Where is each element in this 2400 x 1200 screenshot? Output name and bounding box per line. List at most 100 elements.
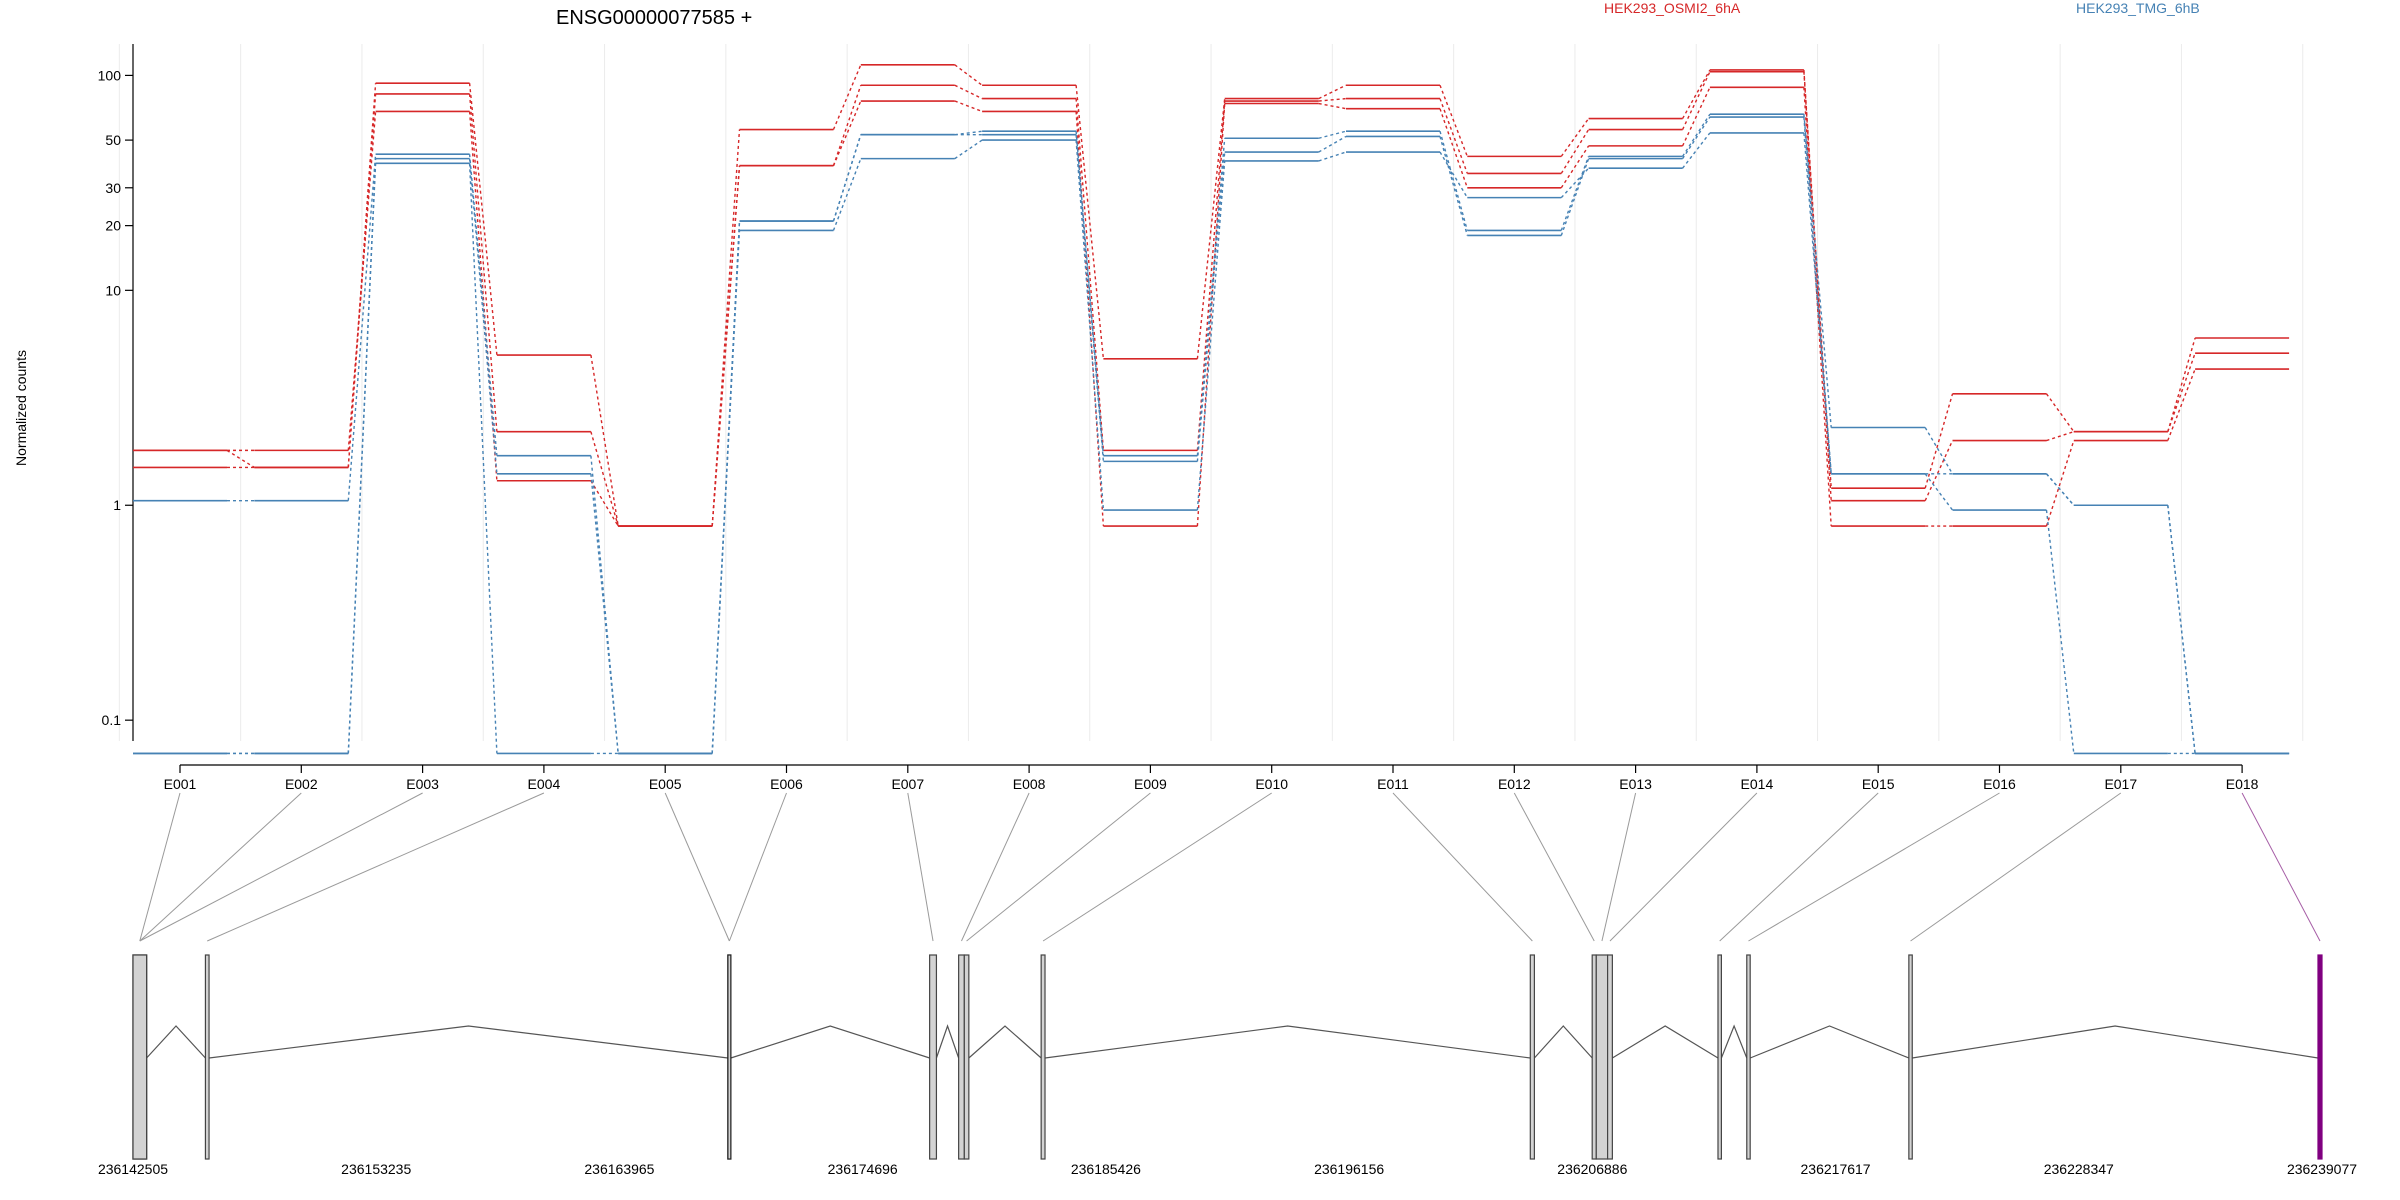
y-tick-label: 1 [113, 497, 121, 513]
series-connector [1560, 167, 1590, 199]
series-connector [1924, 440, 1954, 501]
series-connector [1318, 102, 1347, 110]
series-6 [133, 132, 2290, 755]
x-tick-label: E018 [2226, 776, 2259, 792]
series-layer [133, 64, 2290, 755]
series-connector [590, 354, 619, 527]
series-connector [1318, 97, 1347, 102]
series-connector [1560, 156, 1590, 231]
intron-line [1044, 1025, 1531, 1059]
exon-box [929, 954, 938, 1160]
exon-box [958, 954, 965, 1160]
exon-connector-line [1910, 792, 2122, 942]
series-connector [1924, 427, 1954, 475]
y-tick-label: 10 [105, 282, 121, 298]
series-connector [1924, 473, 1954, 511]
x-tick-label: E010 [1255, 776, 1288, 792]
exon-connector-line [1513, 792, 1595, 942]
exon-connector-line [961, 792, 1030, 942]
y-tick-label: 50 [105, 132, 121, 148]
x-tick-label: E005 [649, 776, 682, 792]
x-tick-label: E015 [1862, 776, 1895, 792]
intron-line [1720, 1024, 1748, 1059]
series-connector [468, 163, 498, 754]
series-connector [1560, 129, 1590, 174]
intron-line [1749, 1025, 1910, 1059]
legend-entry: HEK293_OSMI2_6hA [1604, 0, 1741, 16]
series-connector [1439, 136, 1468, 236]
x-tick-label: E009 [1134, 776, 1167, 792]
series-connector [832, 85, 862, 166]
exon-connector-line [1748, 792, 2000, 942]
chart-title: ENSG00000077585 + [556, 7, 752, 29]
series-connector [590, 480, 619, 527]
series-connector [1196, 151, 1226, 462]
series-connector [1196, 98, 1226, 359]
series-connector [2045, 440, 2075, 527]
series-connector [1075, 85, 1105, 359]
x-tick-label: E011 [1377, 776, 1409, 792]
series-connector [1560, 145, 1590, 189]
exon-box [1040, 954, 1046, 1160]
intron-line [1912, 1025, 2319, 1059]
legend-entry: HEK293_TMG_6hB [2076, 0, 2200, 16]
series-connector [468, 93, 498, 432]
series-connector [1318, 84, 1347, 100]
genomic-coordinate-label: 236153235 [341, 1161, 411, 1177]
series-connector [1560, 118, 1590, 157]
genomic-coordinate-label: 236142505 [98, 1161, 168, 1177]
exon-box [727, 954, 732, 1160]
series-connector [2045, 509, 2075, 754]
y-tick-label: 20 [105, 218, 121, 234]
gene-model-layer [132, 954, 2323, 1160]
x-tick-label: E013 [1619, 776, 1652, 792]
series-connector [2167, 337, 2196, 432]
series-connector [711, 165, 741, 527]
genomic-coordinate-label: 236228347 [2044, 1161, 2114, 1177]
intron-line [968, 1025, 1042, 1059]
series-connector [1682, 113, 1711, 157]
exon-box [2317, 954, 2323, 1160]
genomic-coordinate-label: 236185426 [1071, 1161, 1141, 1177]
exon-connector-line [1042, 792, 1272, 942]
x-tick-label: E012 [1498, 776, 1531, 792]
series-connector [1196, 100, 1226, 451]
exon-connector-line [139, 792, 302, 942]
series-connector [1439, 131, 1468, 231]
series-connector [1682, 116, 1711, 160]
exon-connector-line [1392, 792, 1533, 942]
series-connector [1803, 87, 1832, 527]
exon-connector-line [2241, 792, 2321, 942]
exon-connector-line [1609, 792, 1758, 942]
intron-line [208, 1025, 728, 1059]
x-tick-label: E016 [1983, 776, 2016, 792]
x-tick-label: E017 [2104, 776, 2137, 792]
exon-connector-line [728, 792, 787, 942]
series-connector [1560, 158, 1590, 236]
exon-box [963, 954, 970, 1160]
axes-layer [125, 44, 2243, 773]
series-connector [1196, 138, 1226, 456]
series-connector [1682, 132, 1711, 169]
series-connector [226, 449, 255, 468]
series-connector [1681, 71, 1711, 130]
exon-box [1607, 954, 1613, 1160]
series-connector [1075, 98, 1105, 451]
series-connector [2045, 393, 2075, 433]
series-connector [1681, 87, 1711, 147]
exon-connector-line [966, 792, 1151, 942]
exon-box [1595, 954, 1609, 1160]
exon-connector-line [1601, 792, 1637, 942]
series-connector [1196, 160, 1226, 511]
exon-connector-line [139, 792, 181, 942]
genomic-coordinate-label: 236163965 [584, 1161, 654, 1177]
genomic-coordinate-label: 236217617 [1801, 1161, 1871, 1177]
intron-line [1612, 1025, 1719, 1059]
exon-connector-line [907, 792, 934, 942]
genomic-coordinate-label: 236206886 [1557, 1161, 1627, 1177]
y-tick-label: 0.1 [102, 712, 122, 728]
series-connector [1803, 114, 1832, 428]
series-connector [347, 154, 377, 501]
label-layer: 0.1 1 10 20 30 50 100 Normalized counts E001 E002… [13, 0, 2357, 1177]
exon-box [1746, 954, 1751, 1160]
